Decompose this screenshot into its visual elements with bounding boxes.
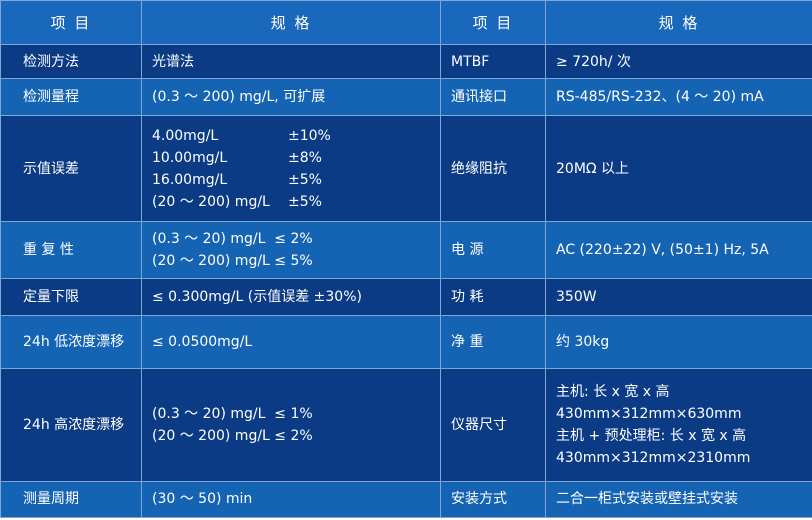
- cell-line: (20 ～ 200) mg/L ≤ 5%: [152, 252, 313, 269]
- cell: MTBF: [440, 44, 546, 80]
- cell: 350W: [545, 278, 812, 317]
- cell: 24h 高浓度漂移: [0, 368, 142, 482]
- cell-part: ±8%: [288, 149, 322, 166]
- header-cell: 项 目: [0, 0, 142, 46]
- cell-line: 430mm×312mm×2310mm: [556, 450, 751, 467]
- cell-part: ±5%: [288, 193, 322, 210]
- cell: AC (220±22) V, (50±1) Hz, 5A: [545, 220, 812, 280]
- cell: ≤ 0.300mg/L (示值误差 ±30%): [141, 278, 441, 317]
- cell: 示值误差: [0, 115, 142, 222]
- cell-part: ±5%: [288, 171, 322, 188]
- table-row: 示值误差 4.00mg/L ±10% 10.00mg/L ±8% 16.00mg/L ±5%…: [0, 115, 812, 222]
- header-cell: 项 目: [440, 0, 546, 46]
- cell-line: 10.00mg/L ±8%: [152, 147, 430, 169]
- cell: 约 30kg: [545, 315, 812, 370]
- cell: ≥ 720h/ 次: [545, 44, 812, 80]
- header-cell: 规 格: [141, 0, 441, 46]
- cell: 二合一柜式安装或壁挂式安装: [545, 480, 812, 519]
- cell-line: 430mm×312mm×630mm: [556, 406, 742, 423]
- cell-part: 10.00mg/L: [152, 149, 228, 166]
- cell: 仪器尺寸: [440, 368, 546, 482]
- cell: 绝缘阻抗: [440, 115, 546, 222]
- cell: 20MΩ 以上: [545, 115, 812, 222]
- cell: (0.3 ～ 20) mg/L ≤ 2% (20 ～ 200) mg/L ≤ 5%: [141, 220, 441, 280]
- cell: 检测方法: [0, 44, 142, 80]
- cell-line: 4.00mg/L ±10%: [152, 125, 430, 147]
- cell: 检测量程: [0, 78, 142, 117]
- cell: 主机: 长 x 宽 x 高 430mm×312mm×630mm 主机 + 预处理柜:…: [545, 368, 812, 482]
- cell: 定量下限: [0, 278, 142, 317]
- cell-line: 主机 + 预处理柜: 长 x 宽 x 高: [556, 428, 747, 445]
- cell: 24h 低浓度漂移: [0, 315, 142, 370]
- cell: ≤ 0.0500mg/L: [141, 315, 441, 370]
- cell-line: 主机: 长 x 宽 x 高: [556, 384, 670, 401]
- cell: (30 ～ 50) min: [141, 480, 441, 519]
- header-cell: 规 格: [545, 0, 812, 46]
- cell-line: (20 ～ 200) mg/L ≤ 2%: [152, 428, 313, 445]
- table-row: 24h 高浓度漂移 (0.3 ～ 20) mg/L ≤ 1% (20 ～ 200) …: [0, 368, 812, 482]
- cell-line: (0.3 ～ 20) mg/L ≤ 2%: [152, 230, 313, 247]
- table-row: 测量周期 (30 ～ 50) min 安装方式 二合一柜式安装或壁挂式安装: [0, 480, 812, 519]
- cell: RS-485/RS-232、(4 ～ 20) mA: [545, 78, 812, 117]
- header-row: 项 目规 格项 目规 格: [0, 0, 812, 46]
- table-row: 检测量程 (0.3 ～ 200) mg/L, 可扩展 通讯接口 RS-485/RS-2…: [0, 78, 812, 117]
- cell-part: ±10%: [288, 127, 331, 144]
- cell-part: 16.00mg/L: [152, 171, 228, 188]
- cell-line: (20 ～ 200) mg/L ±5%: [152, 191, 430, 213]
- cell: 净 重: [440, 315, 546, 370]
- table-row: 重 复 性 (0.3 ～ 20) mg/L ≤ 2% (20 ～ 200) mg/L…: [0, 220, 812, 280]
- cell: 测量周期: [0, 480, 142, 519]
- cell: 功 耗: [440, 278, 546, 317]
- cell: 通讯接口: [440, 78, 546, 117]
- cell-part: 4.00mg/L: [152, 127, 219, 144]
- cell: 安装方式: [440, 480, 546, 519]
- cell: (0.3 ～ 200) mg/L, 可扩展: [141, 78, 441, 117]
- cell: 重 复 性: [0, 220, 142, 280]
- cell-line: (0.3 ～ 20) mg/L ≤ 1%: [152, 406, 313, 423]
- cell: 光谱法: [141, 44, 441, 80]
- cell: (0.3 ～ 20) mg/L ≤ 1% (20 ～ 200) mg/L ≤ 2%: [141, 368, 441, 482]
- cell-line: 16.00mg/L ±5%: [152, 169, 430, 191]
- table-row: 24h 低浓度漂移 ≤ 0.0500mg/L 净 重约 30kg: [0, 315, 812, 370]
- cell: 4.00mg/L ±10% 10.00mg/L ±8% 16.00mg/L ±5% (20 …: [141, 115, 441, 222]
- table-row: 定量下限 ≤ 0.300mg/L (示值误差 ±30%) 功 耗 350W: [0, 278, 812, 317]
- cell-part: (20 ～ 200) mg/L: [152, 193, 270, 210]
- cell: 电 源: [440, 220, 546, 280]
- table-row: 检测方法 光谱法 MTBF ≥ 720h/ 次: [0, 44, 812, 80]
